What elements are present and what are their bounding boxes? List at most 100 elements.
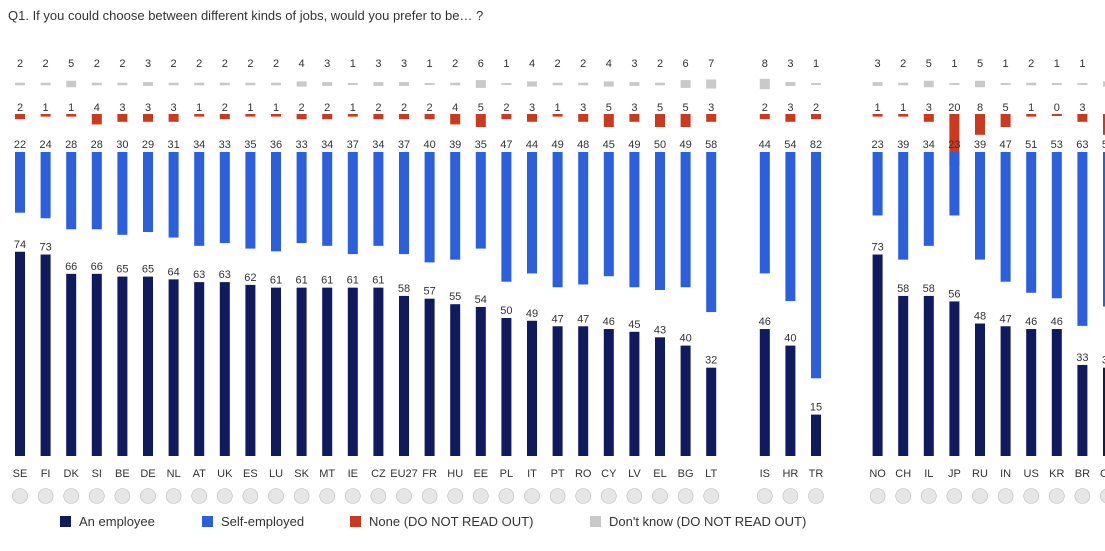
- data-label-dont-know: 5: [926, 58, 932, 70]
- data-label-dont-know: 2: [222, 58, 228, 70]
- bar-none: [872, 114, 883, 117]
- bar-none: [949, 114, 960, 166]
- bar-dont-know: [450, 82, 461, 86]
- bar-dont-know: [1000, 83, 1011, 85]
- bar-self-employed: [373, 152, 384, 246]
- data-label-self-employed: 33: [295, 139, 307, 151]
- bar-employee: [501, 318, 512, 456]
- flag-us-icon: [1023, 488, 1039, 504]
- data-label-employee: 40: [679, 333, 691, 345]
- bar-dont-know: [219, 82, 230, 86]
- bar-employee: [603, 329, 614, 456]
- bar-self-employed: [450, 152, 461, 260]
- data-label-employee: 61: [372, 275, 384, 287]
- category-label: BG: [678, 468, 694, 480]
- data-label-dont-know: 3: [401, 58, 407, 70]
- flag-it-icon: [524, 488, 540, 504]
- bar-none: [1103, 114, 1105, 135]
- data-label-employee: 58: [923, 283, 935, 295]
- data-label-none: 1: [273, 102, 279, 114]
- data-label-employee: 56: [948, 288, 960, 300]
- bar-dont-know: [117, 82, 128, 86]
- data-label-employee: 63: [219, 269, 231, 281]
- data-label-employee: 47: [577, 313, 589, 325]
- data-label-self-employed: 50: [654, 139, 666, 151]
- data-label-none: 2: [222, 102, 228, 114]
- bar-dont-know: [923, 80, 934, 88]
- category-label: EU27: [390, 468, 418, 480]
- data-label-self-employed: 35: [244, 139, 256, 151]
- bar-self-employed: [629, 152, 640, 288]
- bar-dont-know: [245, 82, 256, 86]
- bar-employee: [811, 414, 821, 456]
- bar-dont-know: [168, 82, 179, 86]
- bar-self-employed: [322, 152, 333, 246]
- flag-pl-icon: [498, 488, 515, 504]
- data-label-employee: 40: [784, 333, 796, 345]
- category-label: CN: [1100, 468, 1105, 480]
- data-label-dont-know: 2: [43, 58, 49, 70]
- data-label-self-employed: 30: [116, 139, 128, 151]
- data-label-dont-know: 3: [875, 58, 881, 70]
- bar-employee: [245, 284, 256, 456]
- bar-none: [1026, 114, 1037, 117]
- bar-dont-know: [527, 81, 537, 87]
- bar-self-employed: [785, 152, 796, 302]
- bar-dont-know: [552, 82, 563, 86]
- bar-none: [168, 114, 179, 122]
- bar-self-employed: [219, 152, 230, 244]
- bar-none: [898, 114, 909, 117]
- bar-self-employed: [66, 152, 77, 230]
- bar-self-employed: [245, 152, 256, 249]
- category-label: ES: [243, 468, 258, 480]
- bar-employee: [15, 251, 25, 456]
- legend-item-dont-know: Don't know (DO NOT READ OUT): [590, 514, 840, 529]
- category-label: CH: [895, 468, 911, 480]
- bar-self-employed: [949, 152, 960, 216]
- bar-employee: [1103, 367, 1105, 456]
- data-label-dont-know: 2: [247, 58, 253, 70]
- flag-il-icon: [920, 488, 937, 504]
- data-label-dont-know: 4: [299, 58, 305, 70]
- category-label: SI: [92, 468, 102, 480]
- category-label: HU: [447, 468, 463, 480]
- data-label-none: 1: [555, 102, 561, 114]
- data-label-employee: 62: [244, 272, 256, 284]
- data-label-dont-know: 1: [813, 58, 819, 70]
- flag-dk-icon: [63, 488, 79, 504]
- bar-none: [424, 114, 435, 120]
- bar-dont-know: [40, 82, 51, 86]
- bar-none: [15, 114, 25, 120]
- category-label: HR: [782, 468, 798, 480]
- bar-employee: [40, 254, 51, 456]
- flag-es-icon: [242, 488, 259, 504]
- bar-dont-know: [1103, 81, 1105, 87]
- bar-none: [91, 114, 102, 125]
- data-label-none: 5: [657, 102, 663, 114]
- legend-swatch-employee: [60, 516, 71, 527]
- category-label: KR: [1049, 468, 1064, 480]
- bar-self-employed: [1026, 152, 1037, 293]
- data-label-none: 2: [299, 102, 305, 114]
- bar-none: [219, 114, 230, 120]
- data-label-employee: 65: [142, 264, 154, 276]
- category-label: NO: [869, 468, 886, 480]
- data-label-self-employed: 45: [603, 139, 615, 151]
- bar-employee: [475, 306, 486, 456]
- bar-none: [552, 114, 563, 117]
- data-label-employee: 43: [654, 324, 666, 336]
- data-label-dont-know: 2: [580, 58, 586, 70]
- bar-none: [501, 114, 512, 120]
- category-label: IE: [348, 468, 358, 480]
- data-label-self-employed: 40: [423, 139, 435, 151]
- data-label-employee: 61: [321, 275, 333, 287]
- legend-item-employee: An employee: [60, 514, 202, 529]
- bar-dont-know: [655, 82, 665, 86]
- bar-dont-know: [629, 82, 640, 86]
- bar-none: [759, 114, 770, 120]
- bar-self-employed: [552, 152, 563, 288]
- data-label-none: 2: [375, 102, 381, 114]
- data-label-dont-know: 6: [478, 58, 484, 70]
- data-label-employee: 47: [999, 313, 1011, 325]
- data-label-self-employed: 34: [372, 139, 384, 151]
